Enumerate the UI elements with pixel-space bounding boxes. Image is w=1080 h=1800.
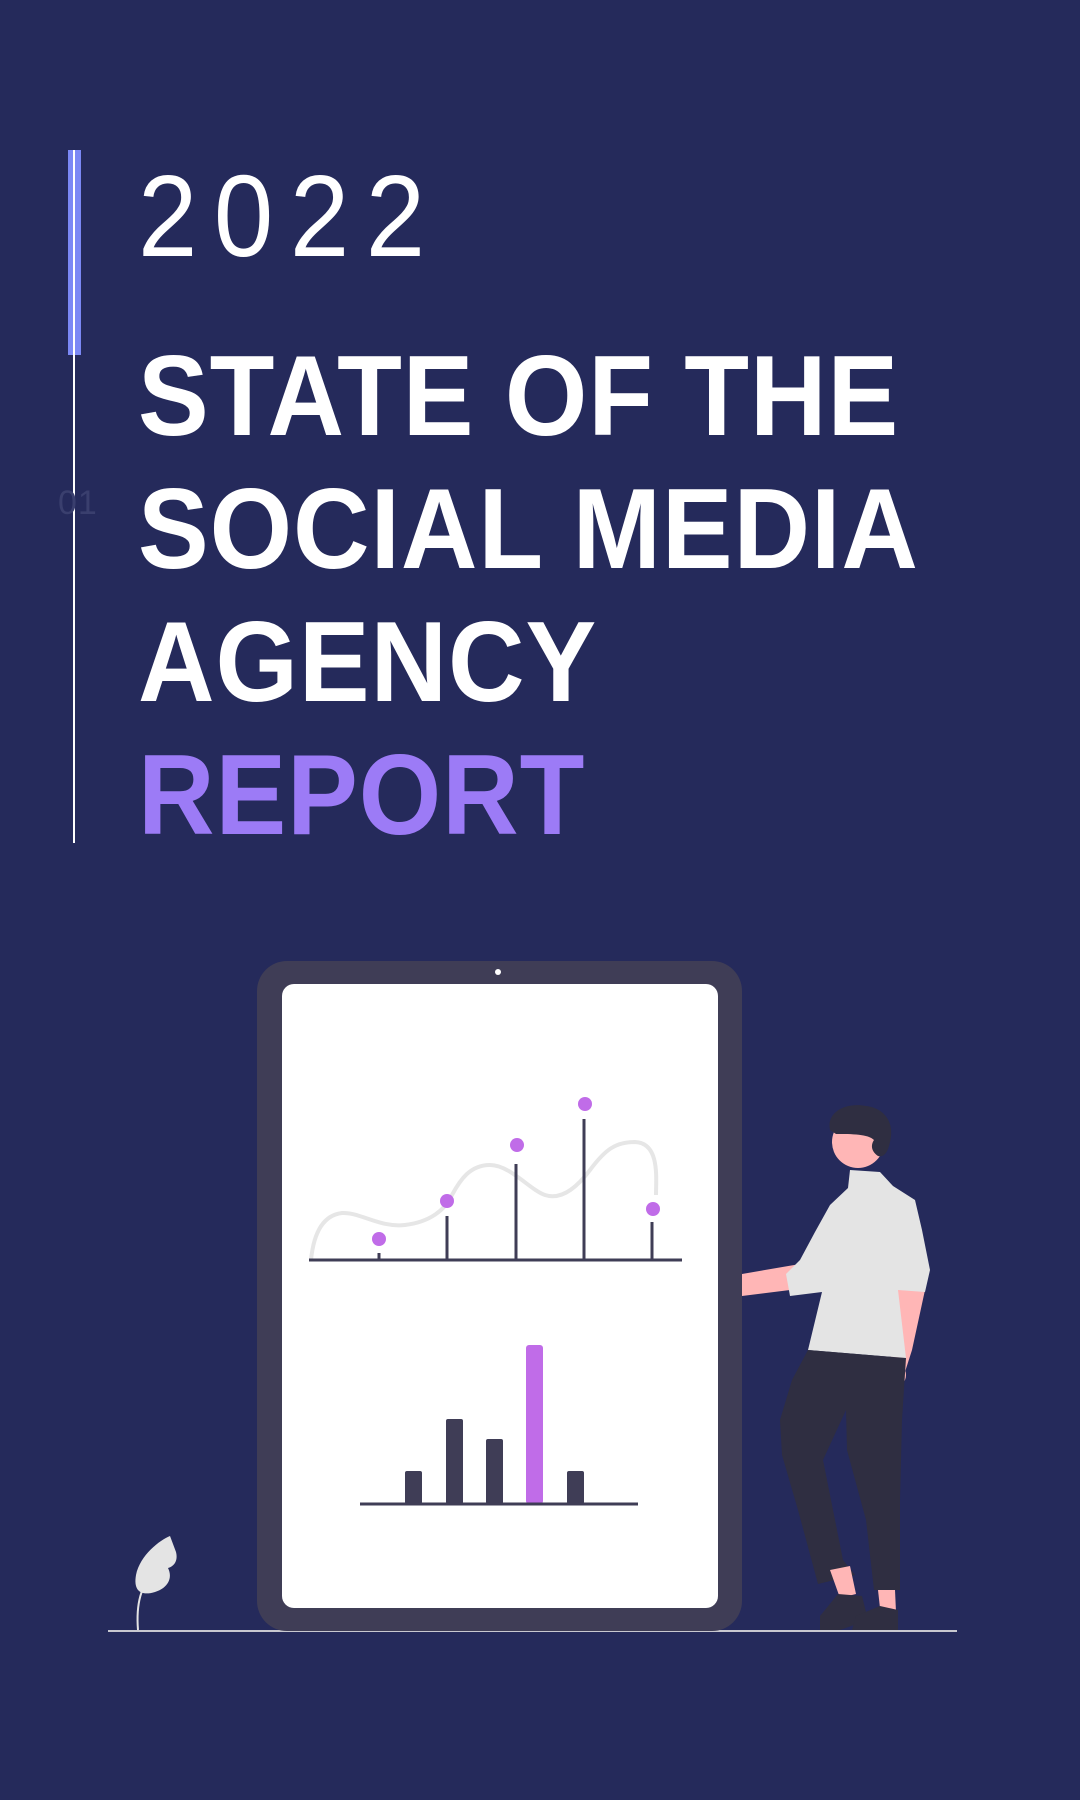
title-line-3: AGENCY xyxy=(138,599,598,726)
tablet-device xyxy=(257,961,742,1631)
person-figure xyxy=(742,1105,930,1630)
vertical-divider-line xyxy=(73,150,75,843)
report-year: 2022 xyxy=(138,151,442,281)
page-number: 01 xyxy=(58,484,98,522)
bar-chart xyxy=(360,1345,638,1506)
plant-icon xyxy=(135,1536,177,1631)
camera-dot xyxy=(495,969,501,975)
report-title: STATE OF THE SOCIAL MEDIA AGENCY REPORT xyxy=(138,330,919,862)
title-line-2: SOCIAL MEDIA xyxy=(138,466,919,593)
title-line-1: STATE OF THE xyxy=(138,333,900,460)
title-highlight: REPORT xyxy=(138,732,586,859)
lollipop-chart xyxy=(309,1097,682,1262)
